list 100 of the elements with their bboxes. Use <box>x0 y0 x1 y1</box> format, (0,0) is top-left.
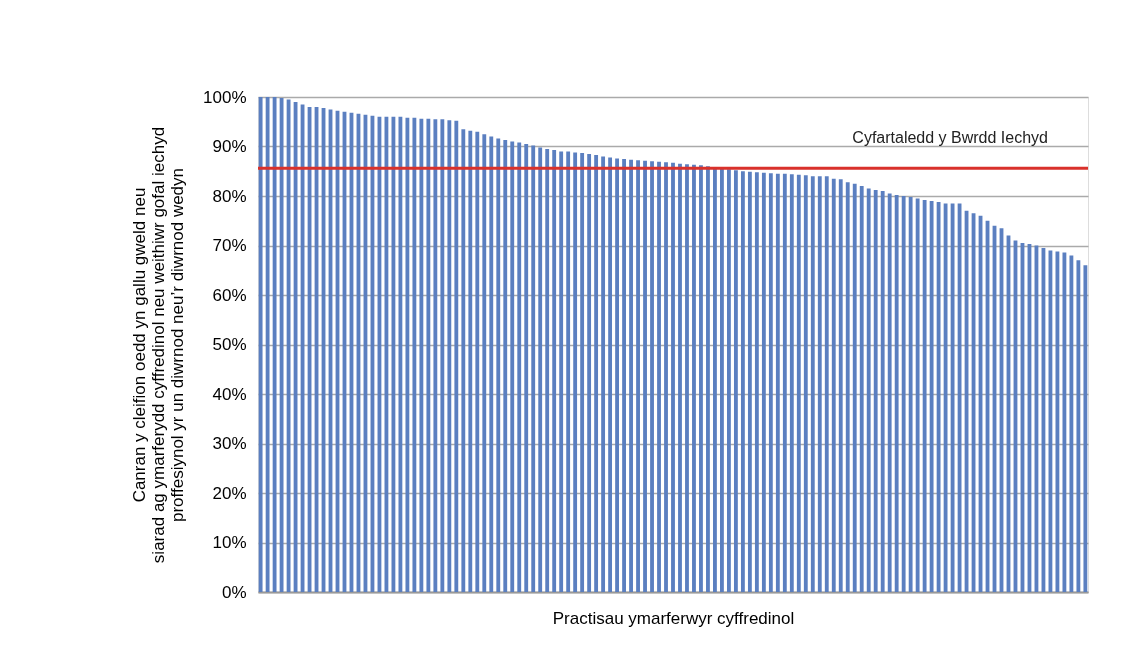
bar <box>601 156 606 592</box>
bar <box>852 183 857 592</box>
bar <box>433 119 438 592</box>
bar <box>915 198 920 592</box>
bar <box>461 129 466 592</box>
bar <box>468 130 473 592</box>
y-tick-label: 80% <box>212 186 247 206</box>
bar <box>622 158 626 592</box>
bar <box>489 136 494 592</box>
bar <box>775 173 780 592</box>
bar <box>754 172 759 592</box>
ref-line-label: Cyfartaledd y Bwrdd Iechyd <box>852 129 1048 147</box>
bar <box>671 162 675 592</box>
bar <box>517 142 522 592</box>
bar <box>482 134 487 592</box>
bar <box>908 196 913 592</box>
y-tick-label: 70% <box>212 236 247 255</box>
bar <box>608 157 613 592</box>
bar <box>559 151 564 592</box>
bar <box>1069 255 1074 592</box>
bar <box>866 188 871 592</box>
y-tick-label: 40% <box>212 384 247 404</box>
bar <box>524 144 529 592</box>
y-tick-label: 90% <box>212 137 247 156</box>
bar <box>740 171 745 592</box>
bar <box>699 165 703 592</box>
bar <box>615 158 620 592</box>
bar <box>789 174 794 592</box>
bar <box>747 171 752 592</box>
bar <box>761 172 766 592</box>
x-axis-title: Practisau ymarferwyr cyffredinol <box>552 608 795 628</box>
bar <box>782 173 787 592</box>
bar <box>629 159 633 592</box>
bar <box>936 201 941 592</box>
bar <box>733 170 738 592</box>
bar <box>922 199 927 592</box>
bar <box>496 138 501 592</box>
bar <box>845 182 850 592</box>
bar <box>880 191 885 592</box>
bar <box>894 195 899 592</box>
bar <box>272 97 277 592</box>
bar <box>726 169 731 592</box>
bar <box>929 200 934 592</box>
bar <box>950 203 955 592</box>
bar <box>685 164 689 592</box>
bar <box>580 152 585 592</box>
y-tick-label: 0% <box>221 582 247 602</box>
bar <box>258 97 263 592</box>
y-tick-label: 50% <box>212 335 247 354</box>
y-tick-label: 60% <box>212 285 247 305</box>
bar <box>713 167 717 592</box>
bar <box>531 145 536 592</box>
bar <box>650 161 654 592</box>
bar <box>943 203 948 592</box>
bar <box>643 160 647 592</box>
bar <box>405 117 410 592</box>
bar <box>426 118 431 592</box>
bar <box>768 173 773 592</box>
bar <box>803 175 808 592</box>
bar <box>796 174 801 592</box>
bar <box>447 120 452 592</box>
bar <box>391 116 396 592</box>
bar <box>1083 265 1088 592</box>
bar <box>817 176 822 592</box>
bar <box>636 160 640 592</box>
bar <box>594 154 599 592</box>
bar <box>873 190 878 592</box>
bar <box>838 179 843 592</box>
bar <box>545 148 550 592</box>
y-tick-label: 10% <box>212 533 247 552</box>
bar <box>810 176 815 592</box>
bar <box>279 97 284 592</box>
bar <box>692 164 696 592</box>
bar <box>587 153 592 592</box>
bar <box>720 168 724 592</box>
bar <box>475 131 480 592</box>
y-tick-label: 100% <box>203 87 247 107</box>
bar <box>503 140 508 592</box>
bar <box>1076 260 1081 592</box>
bar <box>419 118 424 592</box>
bar <box>566 151 571 592</box>
bar <box>552 149 557 592</box>
bar <box>265 97 270 592</box>
y-tick-label: 30% <box>212 434 247 453</box>
bar <box>657 161 661 592</box>
bar <box>859 186 864 592</box>
bar <box>398 116 403 592</box>
bar <box>286 99 291 592</box>
bar <box>510 141 515 592</box>
bar <box>901 196 906 592</box>
bar <box>440 119 445 592</box>
bar <box>831 178 836 592</box>
bar <box>573 152 578 592</box>
bar <box>824 176 829 592</box>
bar <box>706 166 710 592</box>
bar <box>538 147 543 592</box>
bar <box>1062 252 1067 592</box>
bar <box>664 162 668 592</box>
bar <box>678 163 682 592</box>
y-tick-label: 20% <box>212 483 247 503</box>
